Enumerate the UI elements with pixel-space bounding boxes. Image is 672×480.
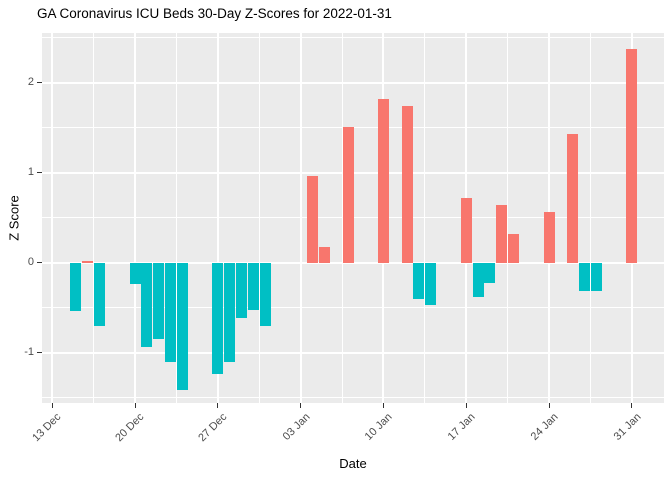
bar-2021-12-29 xyxy=(236,262,248,319)
bar-2022-01-17 xyxy=(460,197,472,263)
gridline-vertical-major xyxy=(216,33,219,403)
x-tick-label: 20 Dec xyxy=(113,411,147,445)
x-tick-mark xyxy=(300,403,302,408)
x-tick-mark xyxy=(382,403,384,408)
bar-2022-01-31 xyxy=(626,49,638,263)
gridline-horizontal-minor xyxy=(42,37,664,39)
x-tick-mark xyxy=(134,403,136,408)
gridline-horizontal-minor xyxy=(42,307,664,309)
x-tick-mark xyxy=(465,403,467,408)
gridline-vertical-major xyxy=(51,33,54,403)
gridline-vertical-minor xyxy=(258,33,260,403)
gridline-horizontal-minor xyxy=(42,397,664,399)
bar-2021-12-22 xyxy=(153,262,165,340)
y-axis-title: Z Score xyxy=(6,195,22,241)
y-tick-label: -1 xyxy=(24,346,34,359)
gridline-horizontal-major xyxy=(42,81,664,84)
bar-2022-01-12 xyxy=(401,106,413,263)
bar-2021-12-27 xyxy=(212,262,224,375)
gridline-vertical-minor xyxy=(175,33,177,403)
bar-2021-12-31 xyxy=(259,262,271,326)
x-tick-mark xyxy=(51,403,53,408)
bar-2022-01-07 xyxy=(342,126,354,263)
gridline-horizontal-major xyxy=(42,351,664,354)
bar-2021-12-21 xyxy=(141,262,153,348)
bar-2022-01-28 xyxy=(590,262,602,292)
bar-2021-12-30 xyxy=(247,262,259,311)
bar-2022-01-13 xyxy=(413,262,425,299)
x-tick-label: 03 Jan xyxy=(280,411,313,443)
x-tick-label: 31 Jan xyxy=(611,411,644,443)
gridline-vertical-minor xyxy=(507,33,509,403)
bar-2021-12-16 xyxy=(82,260,94,263)
bar-2022-01-05 xyxy=(318,247,330,263)
gridline-vertical-major xyxy=(299,33,302,403)
bar-2021-12-20 xyxy=(129,262,141,285)
bar-2022-01-10 xyxy=(377,98,389,263)
bar-2022-01-20 xyxy=(496,205,508,263)
x-tick-label: 24 Jan xyxy=(528,411,561,443)
x-tick-label: 27 Dec xyxy=(196,411,230,445)
y-tick-label: 1 xyxy=(27,166,34,179)
bar-2022-01-24 xyxy=(543,212,555,263)
gridline-vertical-minor xyxy=(341,33,343,403)
bar-2022-01-18 xyxy=(472,262,484,297)
x-tick-mark xyxy=(548,403,550,408)
bar-2021-12-23 xyxy=(165,262,177,362)
y-tick-label: 2 xyxy=(27,76,34,89)
bar-2022-01-19 xyxy=(484,262,496,284)
bar-2022-01-04 xyxy=(307,176,319,263)
y-tick-label: 0 xyxy=(27,256,34,269)
bar-2021-12-24 xyxy=(176,262,188,390)
x-tick-label: 13 Dec xyxy=(30,411,64,445)
bar-2022-01-14 xyxy=(425,262,437,305)
gridline-vertical-minor xyxy=(424,33,426,403)
y-tick-mark xyxy=(37,352,42,354)
bar-2021-12-17 xyxy=(94,262,106,326)
y-tick-mark xyxy=(37,262,42,264)
gridline-vertical-major xyxy=(134,33,137,403)
gridline-vertical-minor xyxy=(589,33,591,403)
chart-title: GA Coronavirus ICU Beds 30-Day Z-Scores … xyxy=(37,6,392,21)
x-tick-mark xyxy=(217,403,219,408)
gridline-vertical-minor xyxy=(93,33,95,403)
y-tick-mark xyxy=(37,172,42,174)
y-tick-mark xyxy=(37,82,42,84)
x-axis-title: Date xyxy=(339,456,367,471)
chart-panel xyxy=(42,33,664,403)
x-tick-mark xyxy=(631,403,633,408)
bar-2021-12-28 xyxy=(224,262,236,362)
bar-2022-01-26 xyxy=(567,134,579,263)
x-tick-label: 17 Jan xyxy=(445,411,478,443)
bar-2022-01-27 xyxy=(579,262,591,292)
bar-2022-01-21 xyxy=(508,233,520,263)
bar-2021-12-15 xyxy=(70,262,82,312)
gridline-horizontal-major xyxy=(42,261,664,264)
x-tick-label: 10 Jan xyxy=(363,411,395,443)
